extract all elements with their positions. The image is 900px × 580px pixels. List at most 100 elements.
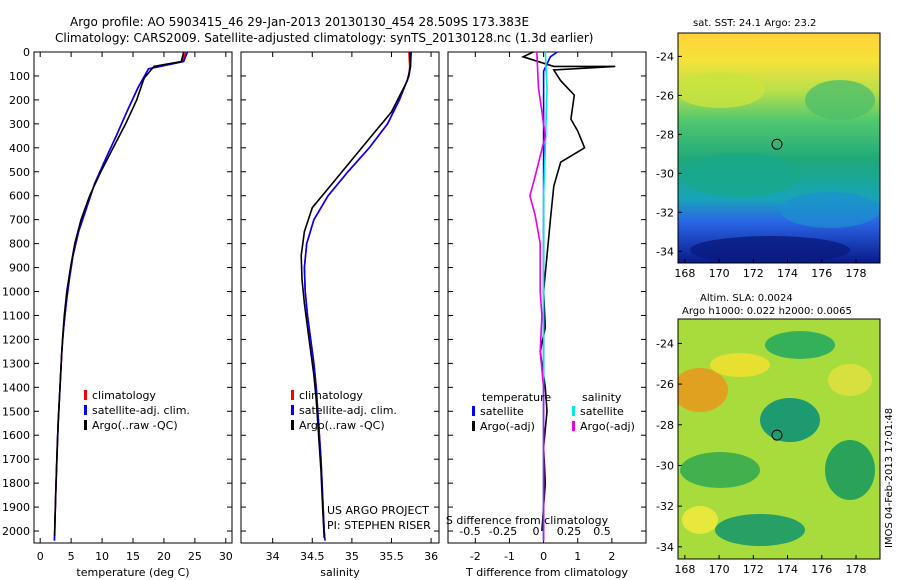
x-tick-label: 5: [68, 550, 75, 563]
header-line1: Argo profile: AO 5903415_46 29-Jan-2013 …: [70, 15, 529, 29]
legend-label: satellite: [480, 405, 524, 418]
map-x-tick-label: 178: [846, 563, 867, 576]
series-line: [53, 51, 187, 541]
map-x-tick-label: 172: [743, 563, 764, 576]
legend-title-temperature: temperature: [482, 391, 551, 404]
map-y-tick-label: -30: [656, 167, 674, 180]
legend-label: Argo(-adj): [480, 420, 535, 433]
map-y-tick-label: -32: [656, 500, 674, 513]
y-tick-label: 1500: [2, 405, 30, 418]
y-tick-label: 500: [9, 166, 30, 179]
legend-swatch: [572, 406, 575, 416]
y-tick-label: 300: [9, 118, 30, 131]
sla-heatmap: [678, 319, 880, 559]
map-x-tick-label: 170: [709, 563, 730, 576]
legend-label: climatology: [92, 389, 156, 402]
annotation-project: US ARGO PROJECT: [327, 504, 429, 517]
map-x-tick-label: 174: [777, 267, 798, 280]
x-axis-label: temperature (deg C): [76, 566, 189, 579]
map-x-tick-label: 170: [709, 267, 730, 280]
x-axis-label: salinity: [320, 566, 360, 579]
legend-title-salinity: salinity: [582, 391, 622, 404]
legend-swatch: [84, 405, 87, 415]
map-x-tick-label: 176: [811, 563, 832, 576]
map-y-tick-label: -28: [656, 128, 674, 141]
legend-swatch: [84, 390, 87, 400]
map-y-tick-label: -30: [656, 459, 674, 472]
x-tick-label: 0: [37, 550, 44, 563]
map-y-tick-label: -34: [656, 541, 674, 554]
legend-label: satellite-adj. clim.: [92, 404, 190, 417]
map-x-tick-label: 176: [811, 267, 832, 280]
x-tick-label: 20: [157, 550, 171, 563]
sla-frame: [677, 318, 881, 560]
x-tick-label: 35: [345, 550, 359, 563]
map-y-tick-label: -26: [656, 89, 674, 102]
y-tick-label: 1400: [2, 381, 30, 394]
x-tick-label: 15: [126, 550, 140, 563]
map-y-tick-label: -24: [656, 337, 674, 350]
legend-swatch: [84, 420, 87, 430]
plot-frame: [240, 51, 440, 544]
x-tick-label: 36: [424, 550, 438, 563]
annotation-pi: PI: STEPHEN RISER: [327, 519, 431, 532]
y-tick-label: 1200: [2, 333, 30, 346]
s-tick-label: -0.25: [489, 525, 517, 538]
imos-timestamp: IMOS 04-Feb-2013 17:01:48: [884, 408, 895, 548]
sla-subtitle: Argo h1000: 0.022 h2000: 0.0065: [682, 306, 852, 317]
sst-argo-marker: [771, 138, 783, 150]
map-y-tick-label: -34: [656, 245, 674, 258]
legend-swatch: [472, 406, 475, 416]
y-tick-label: 700: [9, 214, 30, 227]
x-tick-label: -1: [504, 550, 515, 563]
y-tick-label: 1800: [2, 477, 30, 490]
sst-frame: [677, 32, 881, 264]
map-x-tick-label: 174: [777, 563, 798, 576]
legend-label: satellite: [580, 405, 624, 418]
s-tick-label: 0.5: [593, 525, 611, 538]
y-tick-label: 1100: [2, 309, 30, 322]
legend-label: climatology: [299, 389, 363, 402]
y-tick-label: 1300: [2, 357, 30, 370]
s-tick-label: 0.25: [557, 525, 582, 538]
y-tick-label: 1600: [2, 429, 30, 442]
y-tick-label: 0: [23, 46, 30, 59]
s-axis-label: S difference from climatology: [446, 514, 609, 527]
x-axis-label: T difference from climatology: [465, 566, 628, 579]
y-tick-label: 400: [9, 142, 30, 155]
y-tick-label: 1900: [2, 501, 30, 514]
y-tick-label: 1700: [2, 453, 30, 466]
x-tick-label: 1: [574, 550, 581, 563]
x-tick-label: -2: [470, 550, 481, 563]
series-line: [53, 51, 189, 541]
map-x-tick-label: 168: [674, 563, 695, 576]
sla-argo-marker: [771, 429, 783, 441]
legend-label: satellite-adj. clim.: [299, 404, 397, 417]
sla-title: Altim. SLA: 0.0024: [700, 293, 793, 304]
sla-axes: 168 170 172 174 176 178 -24 -26 -28 -30 -32 -34: [656, 337, 867, 576]
x-tick-label: 25: [188, 550, 202, 563]
y-tick-label: 100: [9, 70, 30, 83]
legend-swatch: [291, 390, 294, 400]
y-tick-label: 900: [9, 262, 30, 275]
series-line: [300, 51, 412, 539]
y-tick-label: 200: [9, 94, 30, 107]
s-tick-label: 0: [533, 525, 540, 538]
y-tick-label: 800: [9, 238, 30, 251]
y-tick-label: 1000: [2, 286, 30, 299]
legend-swatch: [291, 405, 294, 415]
map-y-tick-label: -32: [656, 206, 674, 219]
x-tick-label: 34.5: [300, 550, 325, 563]
series-line: [529, 51, 547, 541]
x-tick-label: 35.5: [379, 550, 404, 563]
salinity-panel: 34 34.5 35 35.5 36 salinity climatology satelli…: [240, 51, 440, 579]
s-tick-label: -0.5: [459, 525, 480, 538]
legend-label: Argo(..raw -QC): [299, 419, 385, 432]
y-tick-label: 600: [9, 190, 30, 203]
plot-frame: [447, 51, 647, 544]
x-tick-label: 30: [219, 550, 233, 563]
legend-swatch: [472, 421, 475, 431]
legend-swatch: [291, 420, 294, 430]
sst-axes: 168 170 172 174 176 178 -24 -26 -28 -30 -32 -34: [656, 50, 867, 280]
